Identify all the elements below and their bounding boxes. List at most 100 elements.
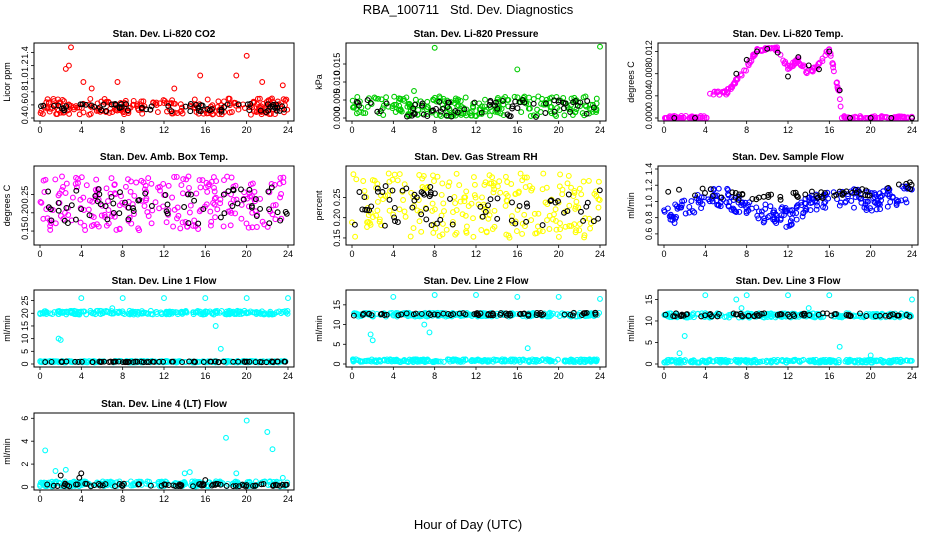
data-point [436,111,443,118]
data-point [395,357,402,364]
data-point [825,195,832,202]
data-point [824,189,831,196]
data-point [843,188,850,195]
data-point [40,215,47,222]
data-point [503,197,510,204]
data-point [127,188,134,195]
y-tick-label: 20 [20,308,30,318]
data-point [903,199,910,206]
data-point [100,308,107,315]
y-axis-label: degrees C [2,184,12,226]
data-point [665,188,672,195]
data-point [412,310,419,317]
data-point [489,226,496,232]
data-point [174,311,181,318]
data-point [507,113,514,120]
data-point [229,203,236,209]
data-point [200,310,207,317]
data-point [877,193,884,200]
x-tick-label: 24 [907,125,917,135]
data-point [107,358,114,365]
data-point [252,482,259,489]
data-point [398,311,405,318]
y-tick-label: 25 [20,296,30,306]
data-point [190,309,197,316]
data-point [250,482,256,489]
y-axis-label: ml/min [626,315,636,342]
data-point [178,182,185,189]
data-point [230,358,237,365]
data-point [406,100,413,107]
data-point [727,358,734,365]
data-point [246,190,253,197]
data-point [65,62,72,69]
data-point [62,65,69,72]
data-point [590,104,597,111]
data-point [151,358,157,365]
data-point [269,446,276,453]
data-point [428,108,435,115]
data-point [433,112,440,118]
data-point [421,321,428,328]
data-point [371,177,378,184]
data-point [44,96,51,103]
data-point [724,89,731,95]
data-point [681,333,688,339]
data-point [123,359,130,365]
y-tick-label: 0.000 [644,107,654,130]
data-point [826,46,833,53]
data-point [427,184,434,190]
panel-title: Stan. Dev. Sample Flow [732,152,844,163]
data-point [96,358,103,365]
data-point [559,186,566,193]
data-point [217,214,224,221]
data-point [171,206,178,213]
data-point [827,357,834,364]
data-point [43,309,50,316]
data-point [220,223,227,230]
data-point [113,308,120,315]
data-point [857,115,864,121]
data-point [272,216,279,223]
data-point [131,211,137,217]
data-point [361,188,368,194]
data-point [710,185,717,192]
data-point [175,483,182,490]
data-point [909,296,915,303]
data-point [437,216,444,223]
data-point [826,292,833,299]
x-tick-label: 20 [554,371,564,381]
x-tick-label: 0 [349,249,354,259]
data-point [225,309,232,316]
data-point [102,203,109,210]
data-point [761,310,768,317]
data-point [78,308,85,315]
data-point [259,310,266,317]
x-tick-label: 4 [391,371,396,381]
data-point [374,207,381,214]
data-point [676,357,683,363]
data-point [487,312,494,319]
data-point [456,182,463,189]
data-point [396,206,403,213]
data-point [859,358,866,365]
data-point [171,109,178,116]
data-point [101,96,108,102]
x-tick-label: 8 [432,125,437,135]
data-point [47,206,54,213]
x-tick-label: 8 [432,249,437,259]
data-point [263,109,269,115]
data-point [760,219,767,226]
y-tick-label: 0 [20,484,30,489]
data-point [141,203,148,209]
data-point [905,185,912,191]
data-point [365,219,372,225]
data-point [546,212,553,219]
data-point [517,310,524,317]
data-point [778,357,785,364]
y-tick-label: 0.8 [644,211,654,224]
data-point [847,312,854,319]
data-point [223,434,229,441]
x-tick-label: 0 [661,371,666,381]
data-point [781,212,787,219]
